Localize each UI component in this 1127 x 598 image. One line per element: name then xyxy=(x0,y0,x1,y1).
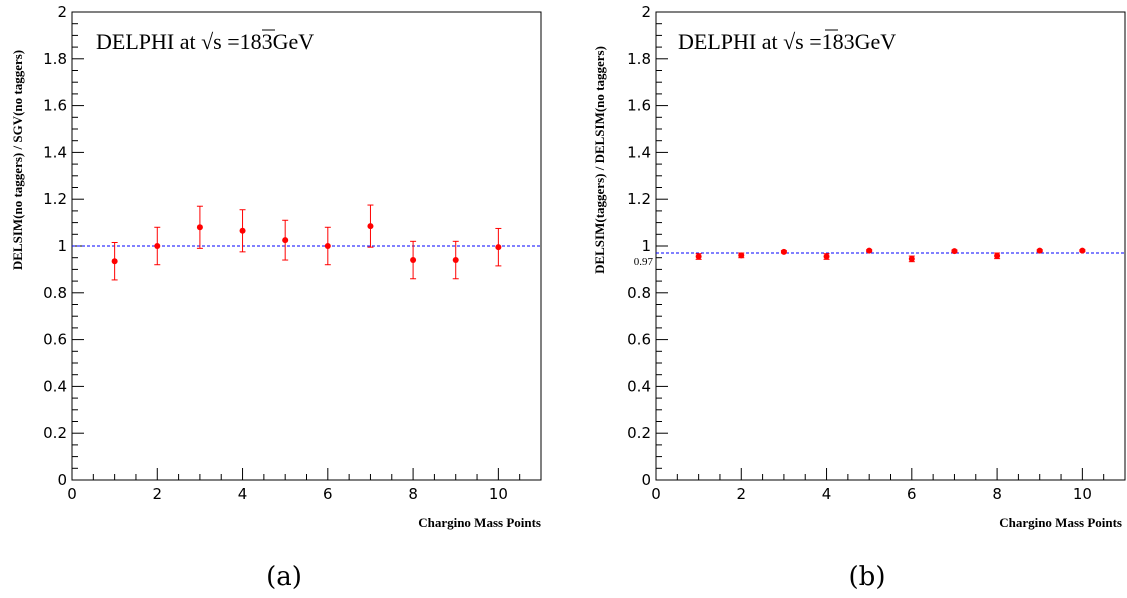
data-point xyxy=(154,243,161,249)
y-tick-label: 2 xyxy=(641,3,651,21)
axis-ticks: 0 2 4 6 8 10 0 0.2 0.4 0.6 0.8 1 1.2 1.4 1.6 1.8 2 xyxy=(43,3,542,503)
data-point xyxy=(452,257,459,264)
data-point xyxy=(908,255,915,262)
x-tick-label: 6 xyxy=(323,485,333,503)
y-tick-label: 0.2 xyxy=(43,424,67,442)
data-point xyxy=(866,247,873,254)
x-tick-label: 0 xyxy=(67,485,77,503)
panel-caption-a: (a) xyxy=(266,562,302,592)
y-axis-label: DELSIM(no taggers) / SGV(no taggers) xyxy=(10,50,25,270)
data-point xyxy=(738,252,745,259)
y-tick-label: 0.8 xyxy=(43,284,67,302)
data-series xyxy=(111,204,502,281)
title-energy: =183GeV xyxy=(804,29,897,54)
x-tick-label: 2 xyxy=(736,485,746,503)
data-point xyxy=(1079,247,1086,254)
x-tick-label: 8 xyxy=(408,485,418,503)
y-tick-label: 0 xyxy=(57,471,67,489)
x-tick-label: 4 xyxy=(822,485,832,503)
y-tick-label: 1 xyxy=(57,237,67,255)
data-point xyxy=(994,252,1001,259)
x-tick-label: 10 xyxy=(489,485,508,503)
y-tick-label: 0.2 xyxy=(627,424,651,442)
data-point xyxy=(324,243,331,249)
y-tick-label: 1.2 xyxy=(43,190,67,208)
y-tick-label: 0.4 xyxy=(627,377,651,395)
y-tick-label: 1.4 xyxy=(43,143,67,161)
y-tick-label: 1.6 xyxy=(43,97,67,115)
y-tick-label: 1.4 xyxy=(627,143,651,161)
data-point xyxy=(239,227,246,234)
data-point xyxy=(282,237,289,244)
title-prefix: DELPHI at xyxy=(96,29,201,54)
data-point xyxy=(1036,247,1043,254)
data-series xyxy=(695,247,1086,263)
plot-title: DELPHI at √s =183GeV xyxy=(678,29,896,54)
x-tick-label: 10 xyxy=(1073,485,1092,503)
data-point xyxy=(111,258,118,265)
data-point xyxy=(196,224,203,231)
chart-panel-a: 0 2 4 6 8 10 0 0.2 0.4 0.6 0.8 1 1.2 1.4 1.6 1.8 2 DELPH… xyxy=(10,3,542,592)
y-tick-label: 0.8 xyxy=(627,284,651,302)
title-prefix: DELPHI at xyxy=(678,29,783,54)
panel-caption-b: (b) xyxy=(849,562,886,592)
reference-line-label: 0.97 xyxy=(634,256,654,268)
x-tick-label: 2 xyxy=(152,485,162,503)
x-tick-label: 8 xyxy=(992,485,1002,503)
data-point xyxy=(823,253,830,260)
x-axis-label: Chargino Mass Points xyxy=(418,515,541,530)
data-point xyxy=(951,248,958,255)
axis-ticks: 0 2 4 6 8 10 0 0.2 0.4 0.6 0.8 1 1.2 1.4 1.6 1.8 2 xyxy=(627,3,1126,503)
data-point xyxy=(695,253,702,260)
y-tick-label: 0.4 xyxy=(43,377,67,395)
y-tick-label: 1.8 xyxy=(43,50,67,68)
plot-title: DELPHI at √s =183GeV xyxy=(96,29,314,54)
y-tick-label: 2 xyxy=(57,3,67,21)
plot-frame xyxy=(655,11,1126,481)
title-sqrt-s: √s xyxy=(201,29,222,54)
y-axis-label: DELSIM(taggers) / DELSIM(no taggers) xyxy=(592,46,607,274)
x-tick-label: 6 xyxy=(907,485,917,503)
x-axis-label: Chargino Mass Points xyxy=(999,515,1122,530)
y-tick-label: 0.6 xyxy=(627,331,651,349)
data-point xyxy=(410,257,417,264)
y-tick-label: 0 xyxy=(641,471,651,489)
data-point xyxy=(495,244,502,251)
data-point xyxy=(780,248,787,255)
data-point xyxy=(367,223,374,230)
title-energy: =183GeV xyxy=(222,29,315,54)
x-tick-label: 0 xyxy=(651,485,661,503)
y-tick-label: 0.6 xyxy=(43,331,67,349)
x-tick-label: 4 xyxy=(238,485,248,503)
y-tick-label: 1.6 xyxy=(627,97,651,115)
y-tick-label: 1.2 xyxy=(627,190,651,208)
y-tick-label: 1 xyxy=(641,237,651,255)
title-sqrt-s: √s xyxy=(783,29,804,54)
y-tick-label: 1.8 xyxy=(627,50,651,68)
